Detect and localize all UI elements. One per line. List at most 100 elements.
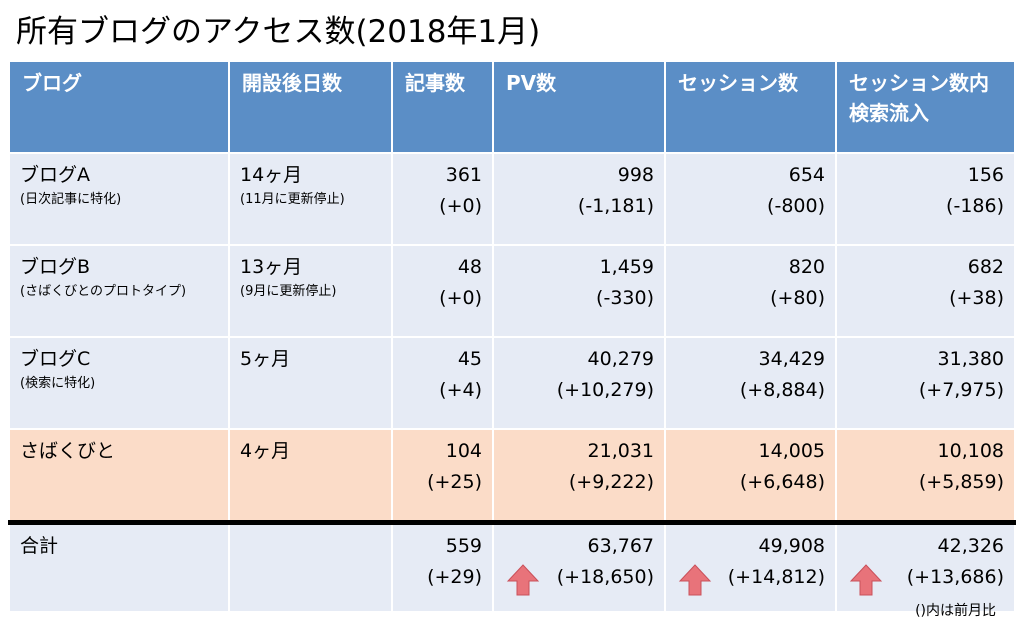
search-diff: (-186) (946, 195, 1004, 217)
pv-diff: (+9,222) (568, 471, 654, 493)
up-arrow-icon (849, 564, 883, 596)
header-sessions: セッション数 (664, 60, 837, 154)
articles-cell: 104 (+25) (391, 428, 494, 524)
age-cell: 13ヶ月 (9月に更新停止) (228, 244, 393, 338)
pv-value: 1,459 (599, 256, 654, 278)
pv-value: 21,031 (587, 440, 654, 462)
search-diff: (+7,975) (918, 379, 1004, 401)
sessions-cell: 654 (-800) (664, 152, 837, 246)
blog-name: ブログB (20, 256, 91, 278)
blog-name-cell: さばくびと (8, 428, 230, 524)
blog-name: ブログA (20, 164, 90, 186)
total-articles-cell: 559 (+29) (391, 520, 494, 613)
total-sessions-cell: 49,908 (+14,812) (664, 520, 837, 613)
pv-cell: 21,031 (+9,222) (492, 428, 666, 524)
blog-name-cell: ブログC (検索に特化) (8, 336, 230, 430)
up-arrow-icon (506, 564, 540, 596)
age-cell: 5ヶ月 (228, 336, 393, 430)
pv-value: 998 (617, 164, 654, 186)
search-diff: (+38) (949, 287, 1004, 309)
age-note: (9月に更新停止) (240, 284, 337, 299)
total-sessions-diff: (+14,812) (727, 566, 825, 588)
articles-value: 361 (445, 164, 482, 186)
search-value: 31,380 (937, 348, 1004, 370)
age-note: (11月に更新停止) (240, 192, 345, 207)
sessions-value: 14,005 (758, 440, 825, 462)
sessions-cell: 34,429 (+8,884) (664, 336, 837, 430)
total-search-diff: (+13,686) (906, 566, 1004, 588)
search-diff: (+5,859) (918, 471, 1004, 493)
total-articles-diff: (+29) (427, 566, 482, 588)
pv-diff: (+10,279) (556, 379, 654, 401)
age-cell: 14ヶ月 (11月に更新停止) (228, 152, 393, 246)
total-label: 合計 (20, 535, 59, 557)
age-cell: 4ヶ月 (228, 428, 393, 524)
table-row: ブログB (さばくびとのプロトタイプ) 13ヶ月 (9月に更新停止) 48 (+0) … (8, 244, 1016, 338)
pv-diff: (-1,181) (577, 195, 654, 217)
blog-desc: (さばくびとのプロトタイプ) (20, 284, 187, 299)
articles-value: 45 (457, 348, 482, 370)
total-label-cell: 合計 (8, 520, 230, 613)
blog-access-table: ブログ 開設後日数 記事数 PV数 セッション数 セッション数内 検索流入 ブロ… (8, 60, 1016, 613)
up-arrow-icon (678, 564, 712, 596)
age: 14ヶ月 (240, 164, 303, 186)
age: 13ヶ月 (240, 256, 303, 278)
blog-name-cell: ブログA (日次記事に特化) (8, 152, 230, 246)
sessions-diff: (+6,648) (739, 471, 825, 493)
sessions-cell: 14,005 (+6,648) (664, 428, 837, 524)
header-pv: PV数 (492, 60, 666, 154)
articles-diff: (+0) (439, 195, 482, 217)
articles-diff: (+0) (439, 287, 482, 309)
blog-desc: (日次記事に特化) (20, 192, 122, 207)
total-articles-value: 559 (445, 535, 482, 557)
pv-cell: 998 (-1,181) (492, 152, 666, 246)
articles-diff: (+4) (439, 379, 482, 401)
pv-cell: 1,459 (-330) (492, 244, 666, 338)
total-search-value: 42,326 (937, 535, 1004, 557)
total-pv-value: 63,767 (587, 535, 654, 557)
pv-diff: (-330) (596, 287, 654, 309)
header-age: 開設後日数 (228, 60, 393, 154)
sessions-diff: (+8,884) (739, 379, 825, 401)
age: 4ヶ月 (240, 440, 291, 462)
search-cell: 31,380 (+7,975) (835, 336, 1016, 430)
search-value: 10,108 (937, 440, 1004, 462)
total-pv-diff: (+18,650) (556, 566, 654, 588)
total-age-cell (228, 520, 393, 613)
table-row-highlighted: さばくびと 4ヶ月 104 (+25) 21,031 (+9,222) 14,005… (8, 428, 1016, 524)
pv-value: 40,279 (587, 348, 654, 370)
articles-diff: (+25) (427, 471, 482, 493)
table-row: ブログA (日次記事に特化) 14ヶ月 (11月に更新停止) 361 (+0) 998… (8, 152, 1016, 246)
articles-cell: 361 (+0) (391, 152, 494, 246)
sessions-diff: (+80) (770, 287, 825, 309)
header-search: セッション数内 検索流入 (835, 60, 1016, 154)
total-pv-cell: 63,767 (+18,650) (492, 520, 666, 613)
total-sessions-value: 49,908 (758, 535, 825, 557)
sessions-diff: (-800) (767, 195, 825, 217)
sessions-value: 34,429 (758, 348, 825, 370)
total-row: 合計 559 (+29) 63,767 (+18,650) 49,908 (+14,8… (8, 520, 1016, 613)
sessions-cell: 820 (+80) (664, 244, 837, 338)
search-value: 156 (967, 164, 1004, 186)
sessions-value: 654 (788, 164, 825, 186)
search-cell: 10,108 (+5,859) (835, 428, 1016, 524)
blog-name: ブログC (20, 348, 91, 370)
blog-name: さばくびと (20, 440, 116, 462)
blog-desc: (検索に特化) (20, 376, 96, 391)
footnote: ()内は前月比 (915, 603, 996, 619)
articles-cell: 45 (+4) (391, 336, 494, 430)
header-blog: ブログ (8, 60, 230, 154)
blog-name-cell: ブログB (さばくびとのプロトタイプ) (8, 244, 230, 338)
pv-cell: 40,279 (+10,279) (492, 336, 666, 430)
articles-cell: 48 (+0) (391, 244, 494, 338)
articles-value: 104 (445, 440, 482, 462)
page-title: 所有ブログのアクセス数(2018年1月) (16, 14, 541, 50)
search-cell: 682 (+38) (835, 244, 1016, 338)
header-row: ブログ 開設後日数 記事数 PV数 セッション数 セッション数内 検索流入 (8, 60, 1016, 154)
header-articles: 記事数 (391, 60, 494, 154)
search-value: 682 (967, 256, 1004, 278)
articles-value: 48 (457, 256, 482, 278)
sessions-value: 820 (788, 256, 825, 278)
search-cell: 156 (-186) (835, 152, 1016, 246)
table-row: ブログC (検索に特化) 5ヶ月 45 (+4) 40,279 (+10,279) 3… (8, 336, 1016, 430)
